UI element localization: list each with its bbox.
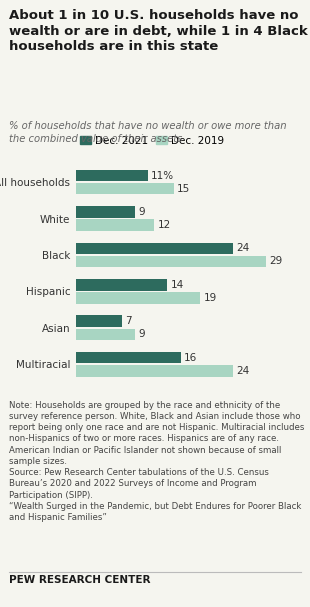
- Bar: [76, 206, 135, 218]
- Text: 15: 15: [177, 184, 191, 194]
- Text: 7: 7: [125, 316, 132, 326]
- Bar: [76, 219, 154, 231]
- Text: 29: 29: [269, 257, 282, 266]
- Bar: [76, 328, 135, 340]
- Text: 24: 24: [236, 366, 250, 376]
- Text: 14: 14: [171, 280, 184, 290]
- Text: 12: 12: [158, 220, 171, 230]
- Text: Note: Households are grouped by the race and ethnicity of the
survey reference p: Note: Households are grouped by the race…: [9, 401, 305, 522]
- Text: PEW RESEARCH CENTER: PEW RESEARCH CENTER: [9, 575, 151, 585]
- Text: 9: 9: [138, 207, 145, 217]
- Text: 19: 19: [203, 293, 217, 303]
- Text: 24: 24: [236, 243, 250, 253]
- Bar: [76, 352, 180, 364]
- Text: About 1 in 10 U.S. households have no
wealth or are in debt, while 1 in 4 Black
: About 1 in 10 U.S. households have no we…: [9, 9, 308, 53]
- Bar: [76, 243, 233, 254]
- Bar: [76, 279, 167, 291]
- Text: 11%: 11%: [151, 171, 174, 180]
- Bar: [76, 292, 200, 304]
- Bar: [76, 316, 122, 327]
- Bar: [76, 170, 148, 181]
- Bar: [76, 183, 174, 194]
- Text: 16: 16: [184, 353, 197, 362]
- Bar: [76, 365, 233, 376]
- Bar: [76, 256, 266, 267]
- Text: % of households that have no wealth or owe more than
the combined value of their: % of households that have no wealth or o…: [9, 121, 287, 144]
- Text: 9: 9: [138, 330, 145, 339]
- Legend: Dec. 2021, Dec. 2019: Dec. 2021, Dec. 2019: [76, 132, 228, 150]
